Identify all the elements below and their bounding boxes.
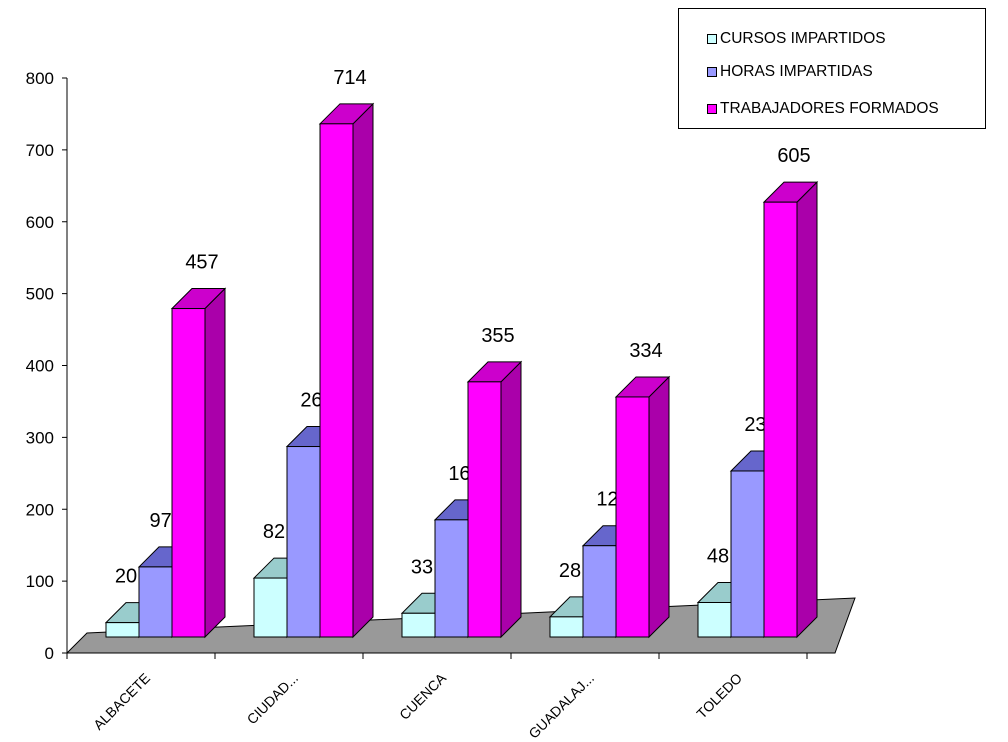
legend-label-cursos: CURSOS IMPARTIDOS — [720, 30, 886, 47]
bar — [401, 612, 436, 638]
data-label: 20 — [115, 566, 137, 588]
y-tick-label: 300 — [26, 428, 54, 447]
bar — [549, 616, 584, 638]
legend-swatch-cursos — [707, 34, 717, 44]
bar — [615, 396, 650, 638]
y-tick-label: 0 — [45, 644, 54, 663]
y-tick-label: 700 — [26, 141, 54, 160]
bar — [582, 545, 617, 638]
data-label: 457 — [185, 252, 218, 274]
bar-side — [352, 102, 374, 639]
x-tick-label: ALBACETE — [90, 670, 153, 733]
legend-label-horas: HORAS IMPARTIDAS — [720, 63, 873, 80]
legend-item-horas: HORAS IMPARTIDAS — [707, 63, 873, 81]
bar — [763, 201, 798, 638]
bar-side — [500, 360, 522, 639]
bar — [171, 308, 206, 638]
data-label: 355 — [481, 325, 514, 347]
legend-label-trabajadores: TRABAJADORES FORMADOS — [720, 100, 939, 117]
data-label: 334 — [629, 340, 662, 362]
bar — [105, 622, 140, 638]
data-label: 48 — [707, 546, 729, 568]
bar — [253, 577, 288, 638]
bar — [434, 519, 469, 638]
data-label: 28 — [559, 560, 581, 582]
data-label: 714 — [333, 67, 366, 89]
chart-legend: CURSOS IMPARTIDOS HORAS IMPARTIDAS TRABA… — [678, 8, 986, 129]
legend-swatch-horas — [707, 67, 717, 77]
bar — [286, 446, 321, 638]
bar-side — [796, 180, 818, 639]
y-tick-label: 400 — [26, 357, 54, 376]
y-tick-label: 600 — [26, 213, 54, 232]
bar — [730, 470, 765, 638]
legend-item-cursos: CURSOS IMPARTIDOS — [707, 30, 886, 48]
bar — [138, 566, 173, 638]
data-label: 82 — [263, 521, 285, 543]
legend-item-trabajadores: TRABAJADORES FORMADOS — [707, 100, 939, 118]
data-label: 605 — [777, 145, 810, 167]
y-tick-label: 200 — [26, 500, 54, 519]
y-tick-label: 800 — [26, 69, 54, 88]
data-label: 33 — [411, 556, 433, 578]
bar — [319, 123, 354, 638]
x-tick-label: CIUDAD... — [244, 670, 302, 728]
y-tick-label: 100 — [26, 572, 54, 591]
x-tick-label: TOLEDO — [693, 670, 745, 722]
x-tick-label: GUADALAJ... — [525, 670, 597, 742]
legend-swatch-trabajadores — [707, 104, 717, 114]
bar-side — [204, 287, 226, 639]
bar — [697, 602, 732, 638]
y-tick-label: 500 — [26, 285, 54, 304]
bar-side — [648, 375, 670, 639]
bar — [467, 381, 502, 638]
x-tick-label: CUENCA — [396, 669, 450, 723]
